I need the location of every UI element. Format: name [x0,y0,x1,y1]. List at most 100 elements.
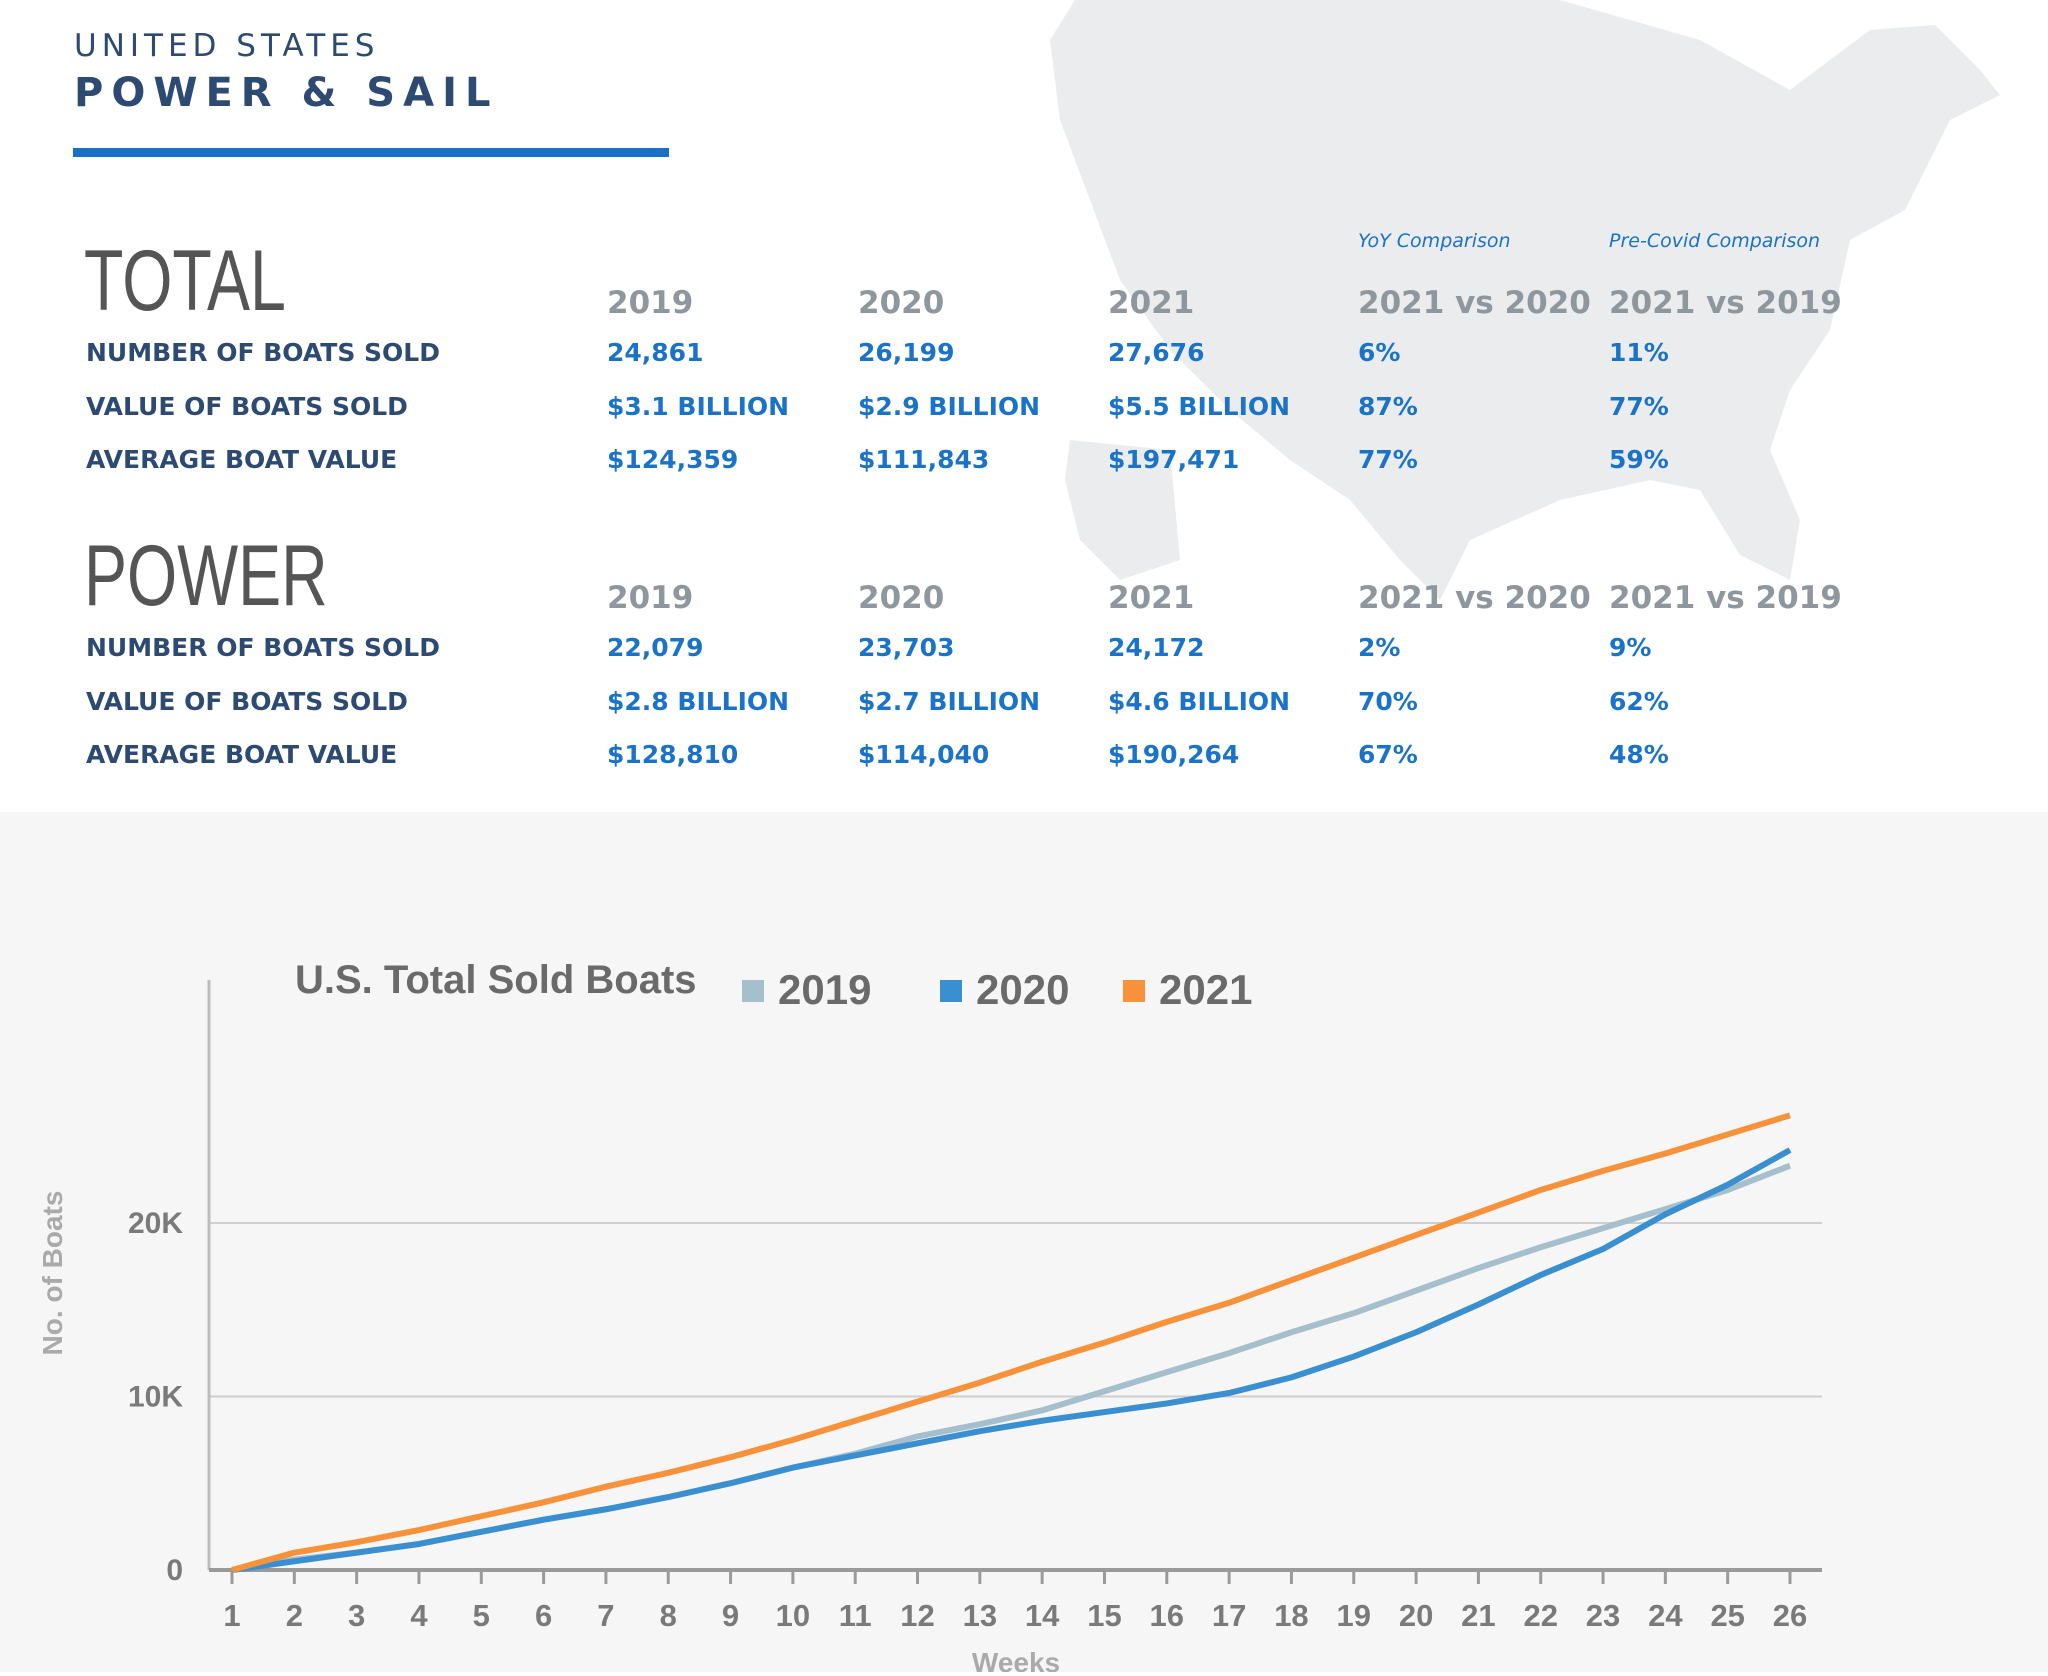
chart-title: U.S. Total Sold Boats [295,958,697,1002]
legend-label: 2020 [976,966,1069,1013]
x-tick-label: 20 [1399,1598,1433,1633]
column-header: 2021 vs 2020 [1358,285,1591,321]
x-tick-label: 15 [1087,1598,1121,1633]
section-title: POWER [84,528,328,624]
cell-value: 24,861 [607,338,704,367]
cell-value: 2% [1358,633,1401,662]
row-label: NUMBER OF BOATS SOLD [86,338,440,367]
cell-value: 6% [1358,338,1401,367]
cell-value: $3.1 BILLION [607,391,790,421]
x-tick-label: 17 [1212,1598,1246,1633]
column-header: 2019 [607,580,694,616]
series-line [231,1162,1792,1573]
cell-value: $2.8 BILLION [607,686,790,716]
y-axis-label: No. of Boats [37,1191,68,1356]
x-tick-label: 10 [776,1598,810,1633]
cell-value: $197,471 [1108,445,1240,474]
column-header: 2021 vs 2020 [1358,580,1591,616]
cell-value: 77% [1358,445,1418,474]
y-tick-label: 10K [128,1380,183,1413]
x-tick-label: 1 [223,1598,240,1633]
row-label: VALUE OF BOATS SOLD [86,686,408,716]
cell-value: $128,810 [607,740,739,769]
cell-value: 48% [1609,740,1669,769]
column-header: 2021 [1108,285,1195,321]
x-tick-label: 25 [1710,1598,1744,1633]
cell-value: 62% [1609,686,1669,716]
cell-value: 23,703 [858,633,955,662]
x-tick-label: 11 [839,1598,872,1633]
legend-swatch [742,980,764,1002]
legend-label: 2019 [778,966,871,1013]
cell-value: $4.6 BILLION [1108,686,1291,716]
comparison-note: Pre-Covid Comparison [1609,230,1821,252]
series-line [231,1147,1792,1573]
x-tick-label: 4 [410,1598,428,1633]
title-underline [73,148,669,157]
cell-value: 24,172 [1108,633,1205,662]
x-axis-label: Weeks [972,1647,1060,1672]
x-tick-label: 14 [1025,1598,1060,1633]
x-tick-label: 24 [1648,1598,1683,1633]
x-tick-label: 13 [963,1598,997,1633]
cell-value: 87% [1358,391,1418,421]
row-label: VALUE OF BOATS SOLD [86,391,408,421]
x-tick-label: 18 [1274,1598,1308,1633]
column-header: 2020 [858,285,945,321]
cell-value: 26,199 [858,338,955,367]
cell-value: $2.7 BILLION [858,686,1041,716]
x-tick-label: 7 [597,1598,614,1633]
row-label: AVERAGE BOAT VALUE [86,740,398,769]
alaska-map [1065,440,1180,580]
y-tick-label: 0 [166,1554,183,1587]
chart-panel: U.S. Total Sold Boats 0 10K 20K 1 2 3 4 5 6 7 8 9 10… [0,812,2048,1676]
cell-value: 59% [1609,445,1669,474]
cell-value: $5.5 BILLION [1108,391,1291,421]
cell-value: 70% [1358,686,1418,716]
x-tick-label: 9 [722,1598,739,1633]
legend-swatch [1123,980,1145,1002]
cell-value: $124,359 [607,445,739,474]
us-map [1050,0,2000,600]
cell-value: $2.9 BILLION [858,391,1041,421]
cell-value: 67% [1358,740,1418,769]
x-tick-label: 21 [1461,1598,1495,1633]
x-tick-label: 8 [660,1598,677,1633]
row-label: AVERAGE BOAT VALUE [86,445,398,474]
legend-swatch [940,980,962,1002]
series-line [231,1112,1791,1573]
x-tick-label: 5 [473,1598,490,1633]
y-tick-label: 20K [128,1207,183,1240]
subtitle: UNITED STATES [74,28,380,64]
column-header: 2020 [858,580,945,616]
title: POWER & SAIL [74,70,499,116]
column-header: 2021 vs 2019 [1609,285,1842,321]
x-tick-label: 16 [1150,1598,1184,1633]
x-tick-label: 12 [900,1598,934,1633]
section-title: TOTAL [84,233,286,329]
row-label: NUMBER OF BOATS SOLD [86,633,440,662]
cell-value: $111,843 [858,445,990,474]
column-header: 2021 vs 2019 [1609,580,1842,616]
cell-value: 22,079 [607,633,704,662]
cell-value: 27,676 [1108,338,1205,367]
summary-panel: UNITED STATES POWER & SAIL YoY Compariso… [0,0,2048,812]
x-tick-label: 2 [286,1598,303,1633]
map-backdrop [1050,0,2000,600]
legend-label: 2021 [1159,966,1252,1013]
cell-value: 77% [1609,391,1669,421]
x-tick-label: 26 [1773,1598,1807,1633]
x-tick-label: 6 [535,1598,552,1633]
column-header: 2021 [1108,580,1195,616]
comparison-note: YoY Comparison [1358,230,1511,252]
x-tick-label: 23 [1586,1598,1620,1633]
cell-value: $190,264 [1108,740,1240,769]
x-tick-label: 22 [1523,1598,1557,1633]
cell-value: 9% [1609,633,1652,662]
cell-value: 11% [1609,338,1669,367]
x-tick-label: 19 [1337,1598,1371,1633]
x-tick-label: 3 [348,1598,365,1633]
column-header: 2019 [607,285,694,321]
